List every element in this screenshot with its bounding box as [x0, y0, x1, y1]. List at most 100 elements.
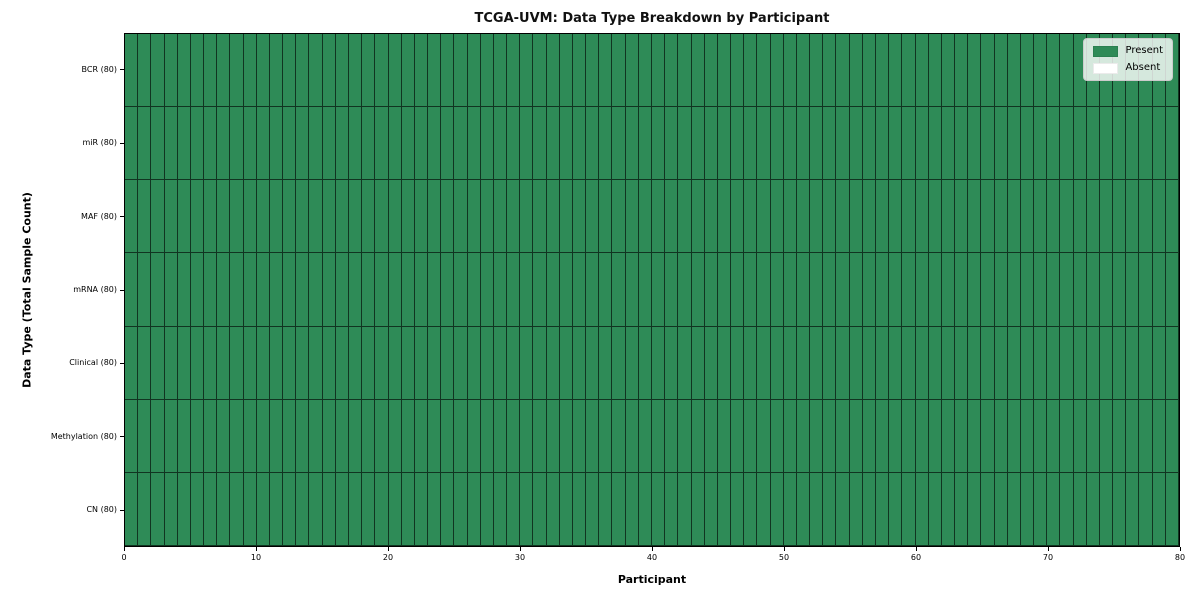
heatmap-cell-present	[388, 472, 402, 546]
heatmap-cell-present	[572, 107, 587, 181]
legend-entry-present: Present	[1093, 45, 1163, 57]
heatmap-cell-present	[164, 34, 178, 108]
heatmap-cell-present	[467, 472, 481, 546]
heatmap-cell-present	[836, 326, 850, 400]
heatmap-cell-present	[652, 326, 666, 400]
heatmap-cell-present	[348, 34, 363, 108]
heatmap-cell-present	[889, 34, 903, 108]
heatmap-cell-present	[810, 34, 824, 108]
heatmap-cell-present	[928, 253, 942, 327]
heatmap-cell-present	[335, 472, 349, 546]
heatmap-cell-present	[1020, 399, 1035, 473]
heatmap-cell-present	[559, 399, 573, 473]
heatmap-cell-present	[507, 180, 521, 254]
heatmap-cell-present	[1099, 472, 1114, 546]
heatmap-cell-present	[164, 326, 178, 400]
heatmap-cell-present	[1126, 180, 1140, 254]
heatmap-cell-present	[309, 399, 323, 473]
heatmap-cell-present	[230, 180, 244, 254]
heatmap-cell-present	[151, 472, 165, 546]
heatmap-cell-present	[875, 326, 890, 400]
heatmap-cell-present	[757, 107, 771, 181]
heatmap-cell-present	[955, 180, 969, 254]
heatmap-cell-present	[836, 107, 850, 181]
y-tick-mark	[120, 69, 124, 71]
heatmap-cell-present	[1126, 399, 1140, 473]
heatmap-cell-present	[507, 107, 521, 181]
heatmap-cell-present	[375, 253, 389, 327]
heatmap-cell-present	[493, 472, 508, 546]
heatmap-cell-present	[652, 107, 666, 181]
heatmap-cell-present	[296, 107, 310, 181]
heatmap-cell-present	[994, 326, 1008, 400]
heatmap-cell-present	[230, 34, 244, 108]
heatmap-cell-present	[256, 399, 270, 473]
heatmap-cell-present	[981, 107, 995, 181]
heatmap-cell-present	[546, 180, 560, 254]
heatmap-cell-present	[691, 34, 705, 108]
heatmap-cell-present	[770, 472, 784, 546]
heatmap-cell-present	[230, 399, 244, 473]
heatmap-cell-present	[217, 253, 231, 327]
heatmap-cell-present	[1086, 107, 1100, 181]
heatmap-cell-present	[652, 399, 666, 473]
heatmap-cell-present	[796, 399, 811, 473]
heatmap-cell-present	[1139, 107, 1153, 181]
heatmap-cell-present	[915, 326, 929, 400]
heatmap-cell-present	[533, 326, 547, 400]
heatmap-cell-present	[757, 34, 771, 108]
heatmap-cell-present	[309, 326, 323, 400]
heatmap-cell-present	[204, 399, 218, 473]
heatmap-cell-present	[875, 107, 890, 181]
heatmap-cell-present	[889, 107, 903, 181]
heatmap-cell-present	[269, 399, 284, 473]
heatmap-cell-present	[467, 253, 481, 327]
heatmap-cell-present	[125, 472, 139, 546]
heatmap-cell-present	[256, 34, 270, 108]
heatmap-cell-present	[1060, 107, 1074, 181]
heatmap-cell-present	[1139, 472, 1153, 546]
heatmap-cell-present	[757, 180, 771, 254]
heatmap-cell-present	[322, 399, 336, 473]
heatmap-cell-present	[731, 180, 745, 254]
x-tick-mark	[1179, 547, 1181, 551]
heatmap-cell-present	[164, 107, 178, 181]
heatmap-cell-present	[1060, 472, 1074, 546]
heatmap-cell-present	[849, 399, 863, 473]
heatmap-cell-present	[507, 34, 521, 108]
heatmap-cell-present	[190, 180, 205, 254]
heatmap-cell-present	[1165, 253, 1179, 327]
x-tick-label: 0	[121, 553, 127, 562]
heatmap-cell-present	[652, 253, 666, 327]
heatmap-cell-present	[1152, 326, 1166, 400]
heatmap-cell-present	[533, 399, 547, 473]
heatmap-cell-present	[902, 107, 916, 181]
heatmap-cell-present	[994, 34, 1008, 108]
heatmap-cell-present	[375, 34, 389, 108]
heatmap-cell-present	[612, 399, 626, 473]
heatmap-cell-present	[836, 34, 850, 108]
heatmap-cell-present	[744, 253, 758, 327]
y-tick-label: BCR (80)	[81, 64, 117, 74]
heatmap-cell-present	[1113, 180, 1127, 254]
heatmap-cell-present	[493, 107, 508, 181]
heatmap-cell-present	[941, 34, 956, 108]
heatmap-cell-present	[770, 180, 784, 254]
heatmap-cell-present	[968, 326, 982, 400]
heatmap-cell-present	[981, 253, 995, 327]
heatmap-cell-present	[994, 180, 1008, 254]
heatmap-cell-present	[678, 472, 692, 546]
heatmap-cell-present	[717, 180, 732, 254]
heatmap-cell-present	[902, 326, 916, 400]
heatmap-cell-present	[889, 253, 903, 327]
heatmap-cell-present	[296, 399, 310, 473]
heatmap-cell-present	[256, 253, 270, 327]
heatmap-cell-present	[994, 107, 1008, 181]
heatmap-cell-present	[428, 107, 442, 181]
heatmap-cell-present	[309, 34, 323, 108]
heatmap-cell-present	[493, 253, 508, 327]
x-tick-mark	[387, 547, 389, 551]
heatmap-cell-present	[190, 399, 205, 473]
heatmap-cell-present	[1060, 180, 1074, 254]
